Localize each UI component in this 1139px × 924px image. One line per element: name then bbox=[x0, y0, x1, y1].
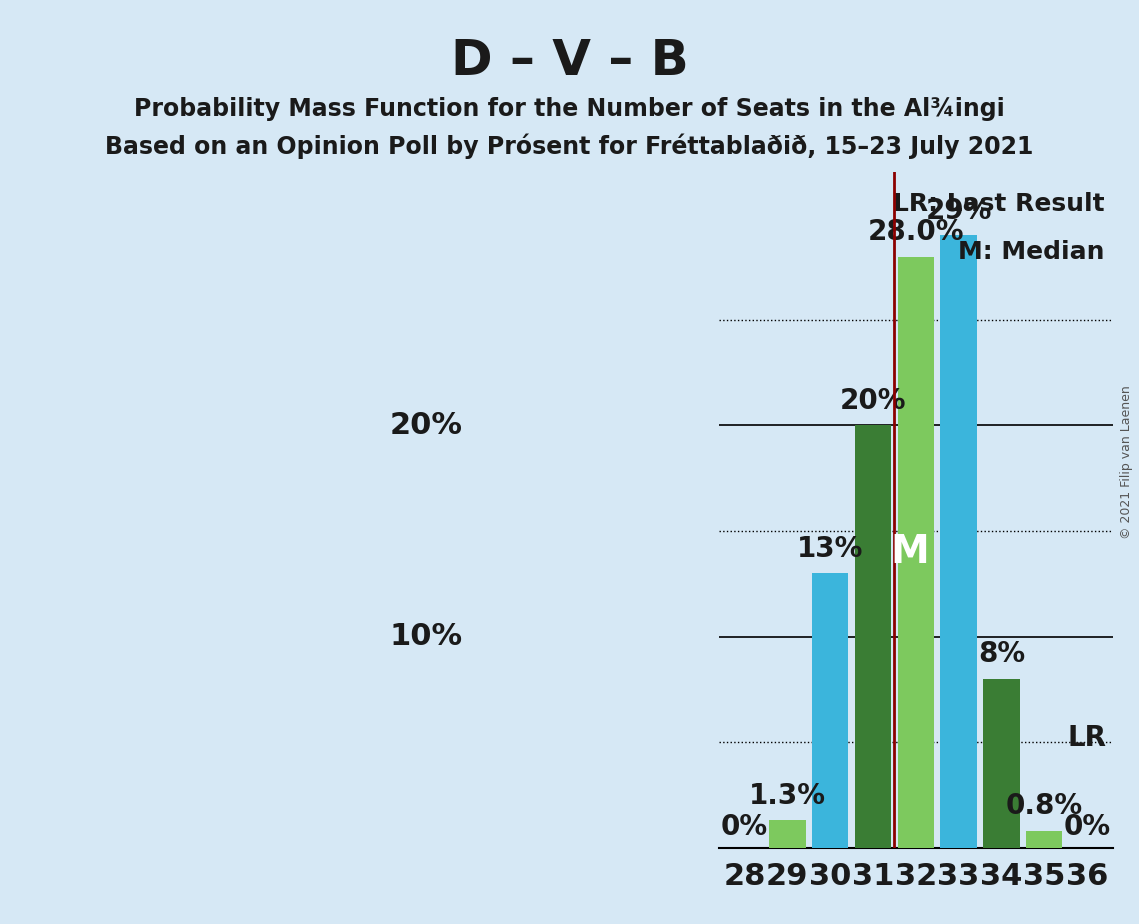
Text: 8%: 8% bbox=[977, 640, 1025, 668]
Text: © 2021 Filip van Laenen: © 2021 Filip van Laenen bbox=[1121, 385, 1133, 539]
Bar bbox=[983, 679, 1019, 847]
Text: 20%: 20% bbox=[390, 411, 462, 440]
Text: M: Median: M: Median bbox=[958, 239, 1105, 263]
Text: 13%: 13% bbox=[797, 535, 863, 563]
Text: 10%: 10% bbox=[390, 622, 462, 651]
Text: Based on an Opinion Poll by Prósent for Fréttablaðið, 15–23 July 2021: Based on an Opinion Poll by Prósent for … bbox=[105, 134, 1034, 160]
Text: D – V – B: D – V – B bbox=[451, 37, 688, 85]
Text: LR: Last Result: LR: Last Result bbox=[893, 192, 1105, 216]
Bar bbox=[812, 573, 849, 847]
Text: 0%: 0% bbox=[721, 813, 768, 841]
Bar bbox=[898, 257, 934, 847]
Bar bbox=[941, 236, 977, 847]
Text: 29%: 29% bbox=[925, 197, 992, 225]
Bar bbox=[1026, 831, 1063, 847]
Text: 28.0%: 28.0% bbox=[868, 218, 964, 246]
Bar bbox=[769, 821, 805, 847]
Bar bbox=[854, 425, 891, 847]
Text: 0%: 0% bbox=[1064, 813, 1111, 841]
Text: 20%: 20% bbox=[839, 387, 907, 415]
Text: 0.8%: 0.8% bbox=[1006, 792, 1083, 821]
Text: LR: LR bbox=[1067, 723, 1107, 752]
Text: Probability Mass Function for the Number of Seats in the Al¾ingi: Probability Mass Function for the Number… bbox=[134, 97, 1005, 121]
Text: 1.3%: 1.3% bbox=[748, 782, 826, 809]
Text: M: M bbox=[890, 533, 928, 571]
